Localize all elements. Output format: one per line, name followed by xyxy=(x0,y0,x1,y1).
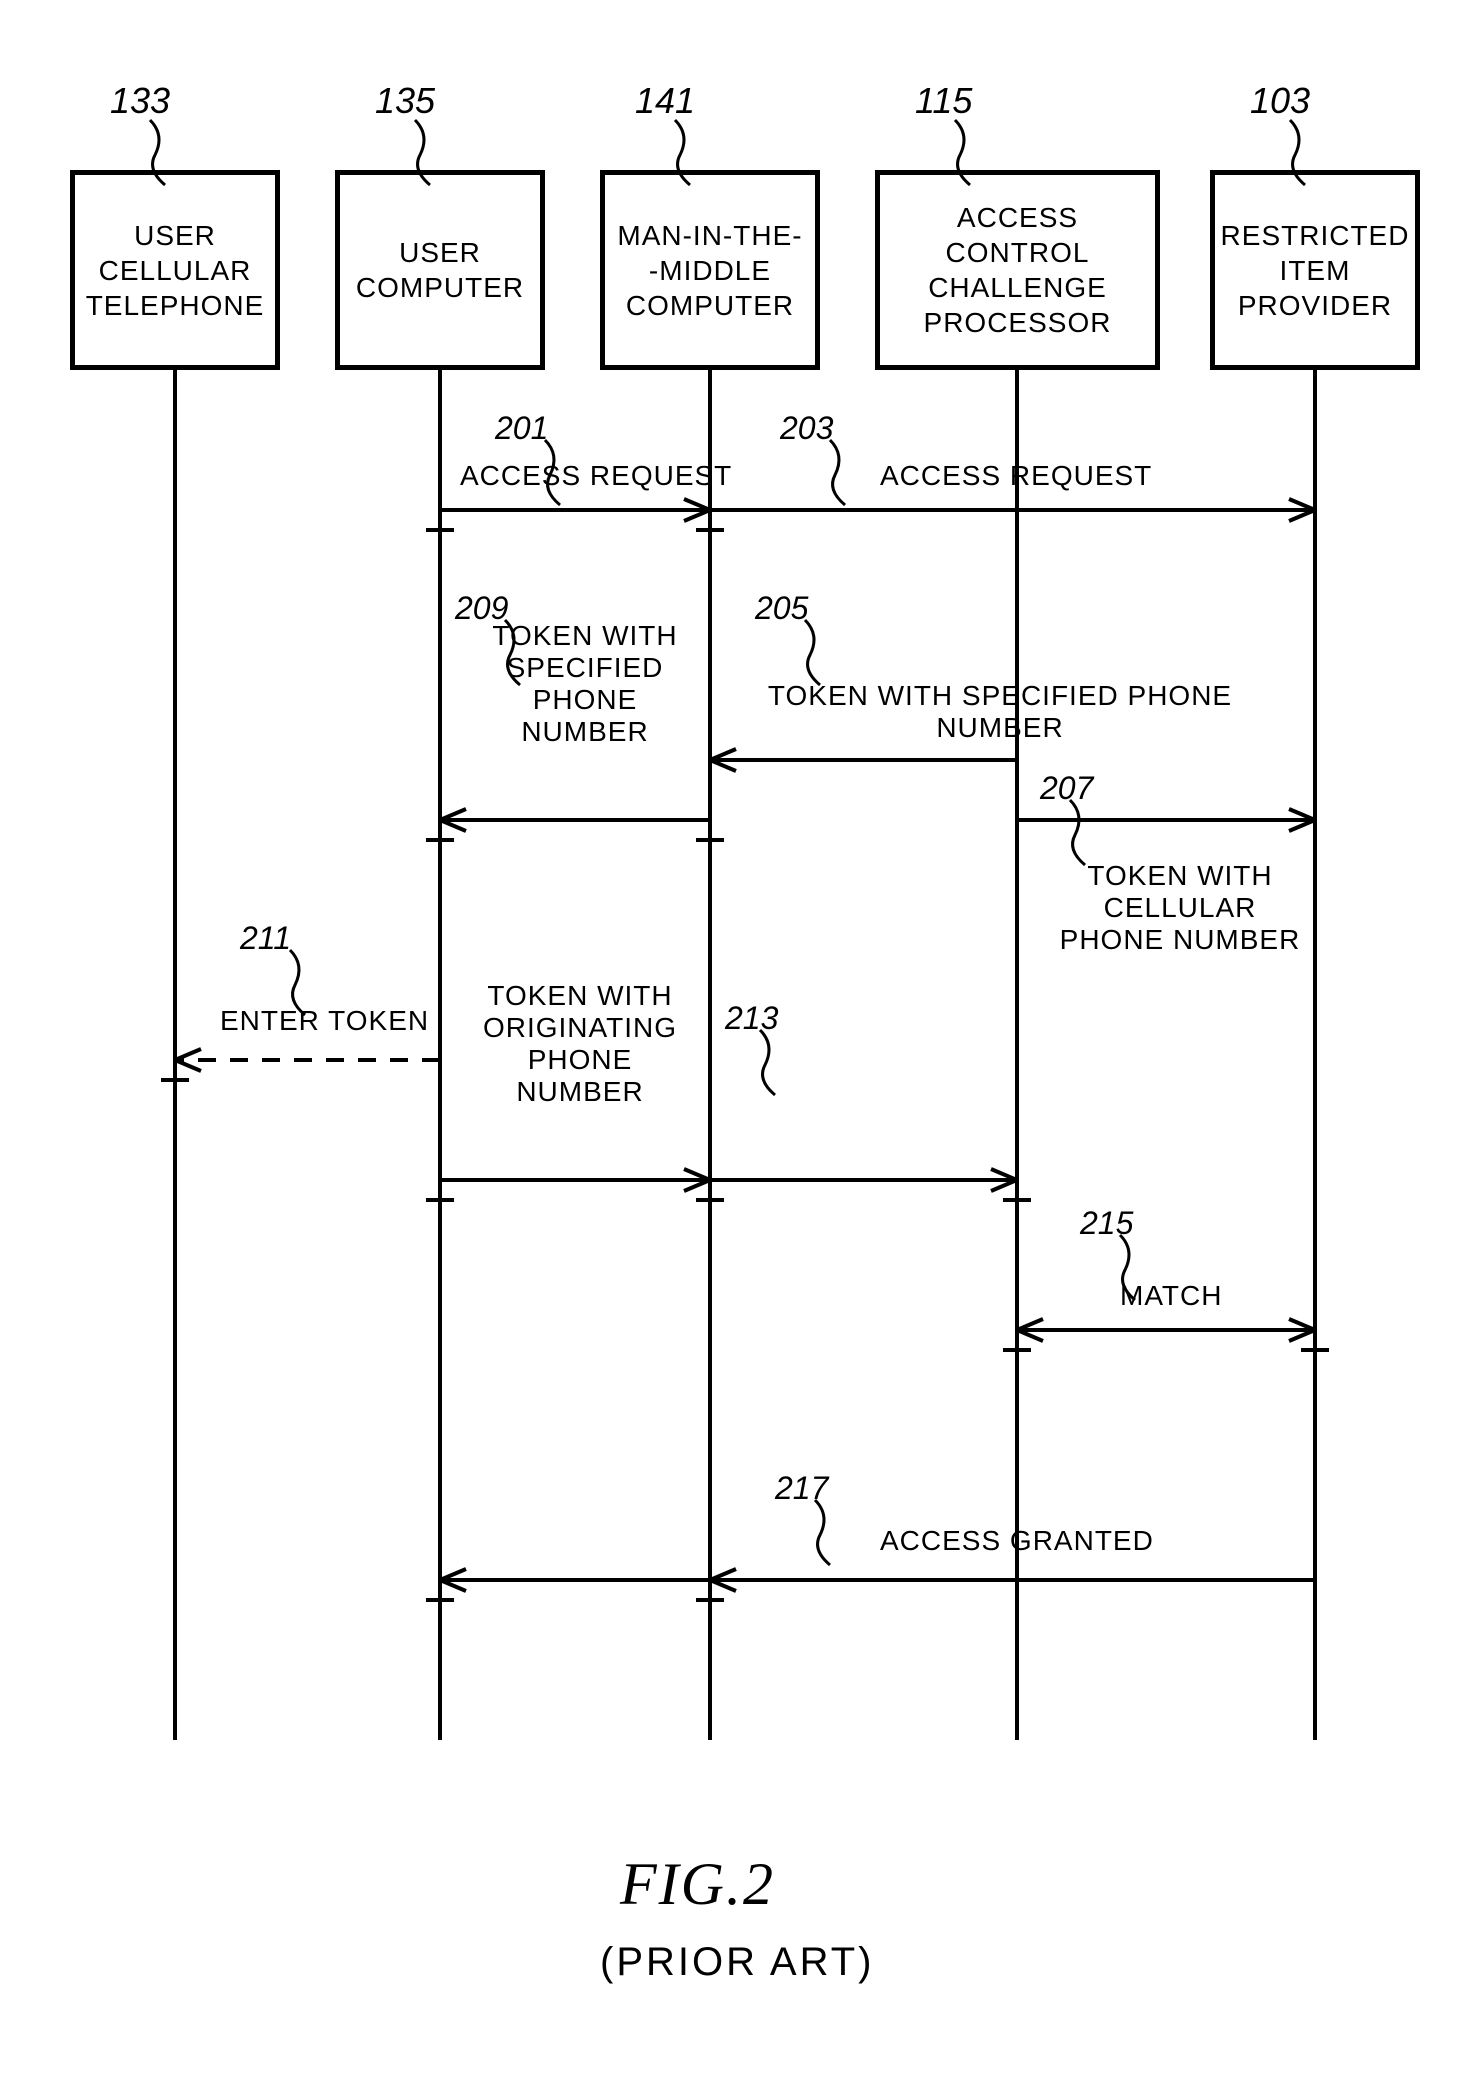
label-l213n: 213 xyxy=(725,1000,778,1037)
label-l217n: 217 xyxy=(775,1470,828,1507)
actor-mitm: MAN-IN-THE--MIDDLECOMPUTER xyxy=(600,170,820,370)
label-l215n: 215 xyxy=(1080,1205,1133,1242)
figure-caption: FIG.2 xyxy=(620,1850,775,1919)
label-l217: ACCESS GRANTED xyxy=(880,1525,1154,1557)
label-l203: ACCESS REQUEST xyxy=(880,460,1152,492)
actor-user-cell: USERCELLULARTELEPHONE xyxy=(70,170,280,370)
label-l207: TOKEN WITH CELLULARPHONE NUMBER xyxy=(1050,860,1310,956)
label-l201: ACCESS REQUEST xyxy=(460,460,732,492)
label-l201n: 201 xyxy=(495,410,548,447)
actor-user-comp: USERCOMPUTER xyxy=(335,170,545,370)
actor-num-mitm: 141 xyxy=(635,80,695,122)
label-l209: TOKEN WITHSPECIFIED PHONENUMBER xyxy=(475,620,695,748)
label-l203n: 203 xyxy=(780,410,833,447)
figure-subcaption: (PRIOR ART) xyxy=(600,1940,875,1985)
actor-num-user-comp: 135 xyxy=(375,80,435,122)
label-l207n: 207 xyxy=(1040,770,1093,807)
actor-num-rip: 103 xyxy=(1250,80,1310,122)
label-l213: TOKEN WITHORIGINATING PHONENUMBER xyxy=(460,980,700,1108)
label-l211n: 211 xyxy=(240,920,291,957)
actor-num-accp: 115 xyxy=(915,80,972,122)
actor-accp: ACCESSCONTROL CHALLENGEPROCESSOR xyxy=(875,170,1160,370)
diagram-canvas: FIG.2 (PRIOR ART) USERCELLULARTELEPHONE 1… xyxy=(0,0,1478,2090)
actor-rip: RESTRICTEDITEMPROVIDER xyxy=(1210,170,1420,370)
label-l211: ENTER TOKEN xyxy=(220,1005,429,1037)
label-l215: MATCH xyxy=(1120,1280,1222,1312)
label-l205n: 205 xyxy=(755,590,808,627)
actor-num-user-cell: 133 xyxy=(110,80,170,122)
label-l205: TOKEN WITH SPECIFIED PHONE NUMBER xyxy=(730,680,1270,744)
